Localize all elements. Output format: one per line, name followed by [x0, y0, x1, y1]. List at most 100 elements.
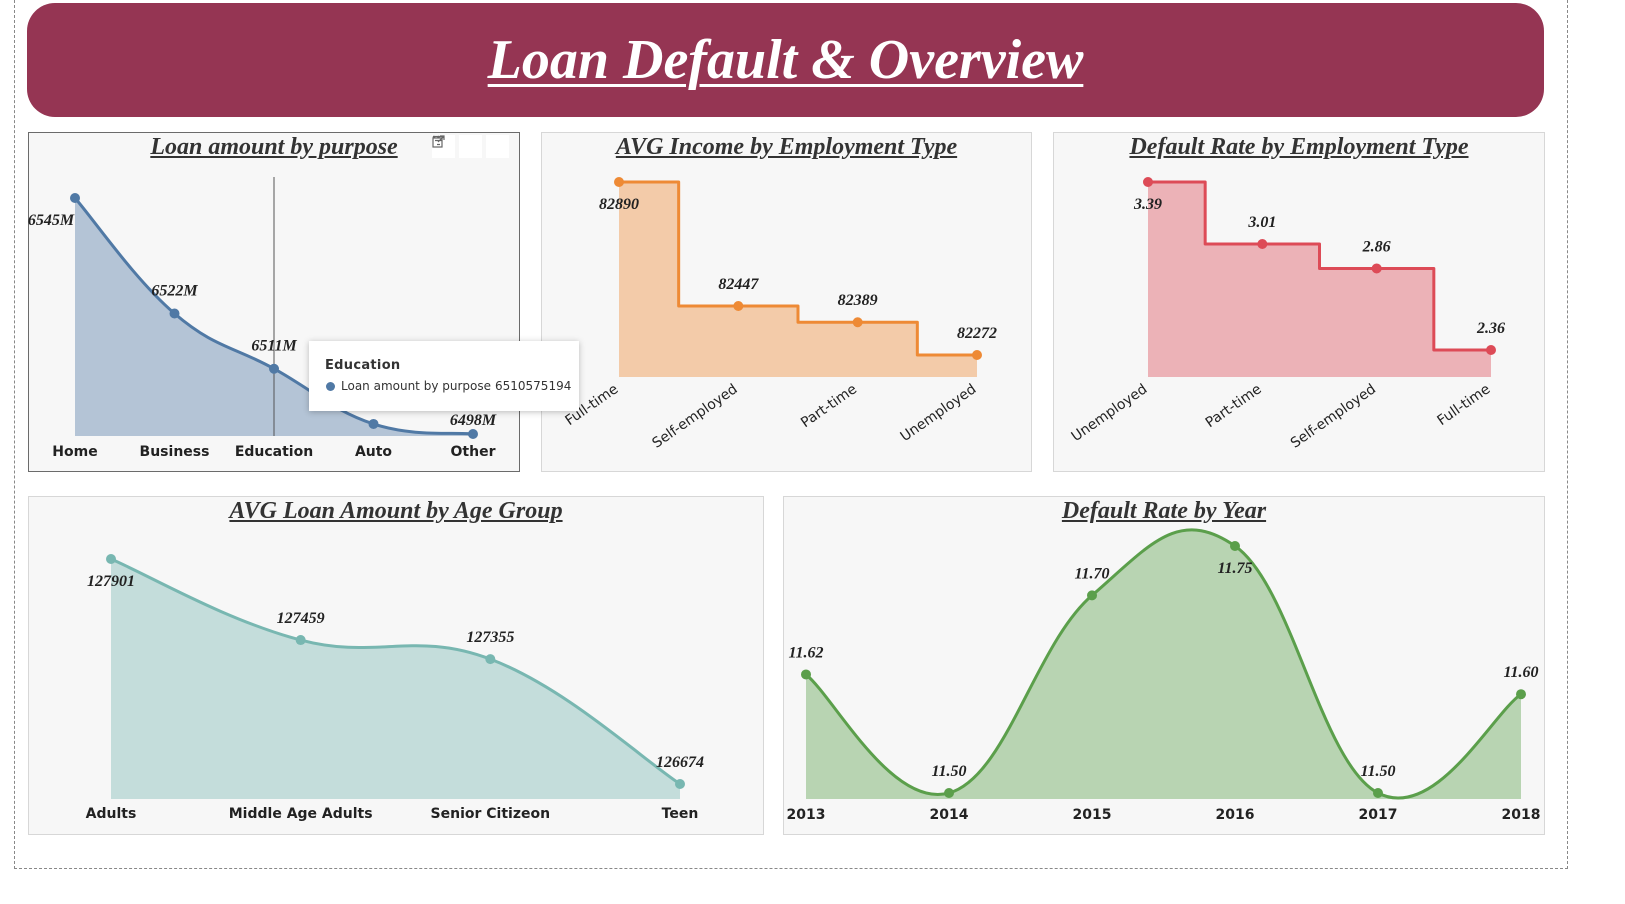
- data-point[interactable]: [368, 418, 379, 429]
- x-tick-label: 2016: [1216, 807, 1255, 823]
- x-tick-label: 2015: [1073, 807, 1112, 823]
- avg-income-by-employment-chart[interactable]: AVG Income by Employment Type 82890 82447…: [541, 132, 1032, 472]
- data-point[interactable]: [733, 301, 744, 312]
- loan-amount-by-purpose-chart[interactable]: Loan amount by purpose 6545M 6522M 6511M 64…: [28, 132, 520, 472]
- x-tick-label: 2013: [787, 807, 826, 823]
- series-area: [1148, 182, 1491, 377]
- data-point[interactable]: [614, 177, 624, 187]
- data-label: 126674: [656, 754, 704, 771]
- x-tick-label: Teen: [662, 806, 699, 822]
- chart-title: AVG Loan Amount by Age Group: [229, 498, 563, 524]
- data-label: 6511M: [251, 338, 297, 355]
- x-tick-label: Middle Age Adults: [229, 806, 373, 822]
- data-label: 11.50: [931, 763, 966, 780]
- chart-title: Default Rate by Employment Type: [1129, 134, 1469, 160]
- data-label: 127355: [466, 629, 514, 646]
- data-label: 11.75: [1217, 560, 1252, 577]
- data-label: 11.62: [788, 644, 823, 661]
- data-point[interactable]: [1257, 238, 1268, 249]
- chart-plot: 11.62 11.50 11.70 11.75 11.50 11.60 2013 2014 20…: [787, 528, 1541, 823]
- x-tick-label: Adults: [86, 806, 137, 822]
- data-point[interactable]: [1371, 263, 1382, 274]
- chart-title: Loan amount by purpose: [150, 134, 398, 160]
- x-tick-label: Unemployed: [898, 381, 980, 445]
- series-area: [619, 182, 977, 377]
- chart-plot: 6545M 6522M 6511M 6498M Home Business Educatio…: [28, 177, 497, 460]
- data-point[interactable]: [944, 788, 954, 798]
- data-label: 2.86: [1362, 238, 1391, 255]
- page-title: Loan Default & Overview: [487, 29, 1084, 91]
- data-point[interactable]: [1516, 689, 1526, 700]
- x-tick-label: Full-time: [1434, 381, 1493, 429]
- chart-plot: 3.39 3.01 2.86 2.36 Unemployed Part-time Self-…: [1069, 177, 1505, 452]
- more-options-icon[interactable]: [432, 135, 509, 158]
- legend-dot-icon: [326, 382, 335, 391]
- data-point[interactable]: [106, 554, 116, 564]
- avg-loan-by-age-group-chart[interactable]: AVG Loan Amount by Age Group 127901 12745…: [28, 496, 764, 835]
- data-point[interactable]: [295, 635, 306, 646]
- data-point[interactable]: [801, 669, 811, 680]
- x-tick-label: Education: [235, 444, 313, 460]
- x-tick-label: Unemployed: [1069, 381, 1151, 445]
- data-point[interactable]: [70, 193, 80, 203]
- header-banner: Loan Default & Overview: [27, 3, 1544, 117]
- chart-plot: 127901 127459 127355 126674 Adults Middle Age…: [86, 554, 704, 822]
- data-label: 6545M: [28, 212, 75, 229]
- x-tick-label: Part-time: [798, 381, 860, 431]
- series-area: [111, 559, 680, 799]
- data-label: 82389: [838, 292, 878, 309]
- data-label: 82447: [718, 276, 759, 293]
- tooltip-title: Education: [325, 358, 401, 373]
- data-label: 6498M: [450, 412, 497, 429]
- data-label: 2.36: [1476, 320, 1505, 337]
- data-label: 82272: [957, 325, 997, 342]
- x-tick-label: 2014: [930, 807, 969, 823]
- x-tick-label: Part-time: [1203, 381, 1265, 431]
- data-label: 127901: [87, 573, 135, 590]
- x-tick-label: Auto: [355, 444, 392, 460]
- data-point[interactable]: [852, 317, 863, 328]
- x-tick-label: Self-employed: [1288, 381, 1379, 451]
- data-point[interactable]: [169, 308, 180, 319]
- chart-title: AVG Income by Employment Type: [615, 134, 958, 160]
- series-line: [1148, 180, 1491, 352]
- data-point[interactable]: [468, 429, 478, 439]
- x-tick-label: Self-employed: [650, 381, 741, 451]
- x-tick-label: Other: [451, 444, 496, 460]
- data-point[interactable]: [1373, 788, 1383, 798]
- data-label: 3.01: [1247, 214, 1276, 231]
- report-canvas: [14, 0, 1568, 869]
- data-label: 6522M: [151, 282, 198, 299]
- data-label: 11.60: [1503, 664, 1538, 681]
- data-point[interactable]: [1143, 177, 1153, 187]
- default-rate-by-year-chart[interactable]: Default Rate by Year 11.62 11.50 11.70 11.7…: [783, 496, 1545, 835]
- data-point[interactable]: [972, 350, 982, 360]
- data-point[interactable]: [1230, 541, 1240, 551]
- series-line: [110, 557, 681, 786]
- series-area: [806, 529, 1521, 799]
- chart-tooltip: Education Loan amount by purpose 6510575…: [309, 341, 579, 411]
- chart-title: Default Rate by Year: [1061, 498, 1267, 524]
- series-area: [75, 198, 473, 436]
- visual-header-icons: [432, 135, 509, 158]
- data-label: 11.70: [1074, 565, 1109, 582]
- x-tick-label: Home: [52, 444, 97, 460]
- series-line: [619, 180, 977, 357]
- x-tick-label: 2017: [1359, 807, 1398, 823]
- default-rate-by-employment-chart[interactable]: Default Rate by Employment Type 3.39 3.01…: [1053, 132, 1545, 472]
- data-point[interactable]: [1087, 590, 1097, 601]
- data-point[interactable]: [675, 779, 685, 789]
- x-tick-label: Business: [140, 444, 210, 460]
- x-tick-label: 2018: [1502, 807, 1541, 823]
- data-point[interactable]: [485, 654, 496, 665]
- x-tick-label: Senior Citizeon: [431, 806, 551, 822]
- data-label: 82890: [599, 196, 639, 213]
- data-point[interactable]: [269, 363, 279, 374]
- data-label: 3.39: [1133, 196, 1162, 213]
- tooltip-series-label: Loan amount by purpose: [341, 379, 491, 393]
- tooltip-value: 6510575194: [495, 379, 572, 393]
- data-label: 127459: [277, 610, 325, 627]
- data-label: 11.50: [1360, 763, 1395, 780]
- data-point[interactable]: [1486, 345, 1496, 355]
